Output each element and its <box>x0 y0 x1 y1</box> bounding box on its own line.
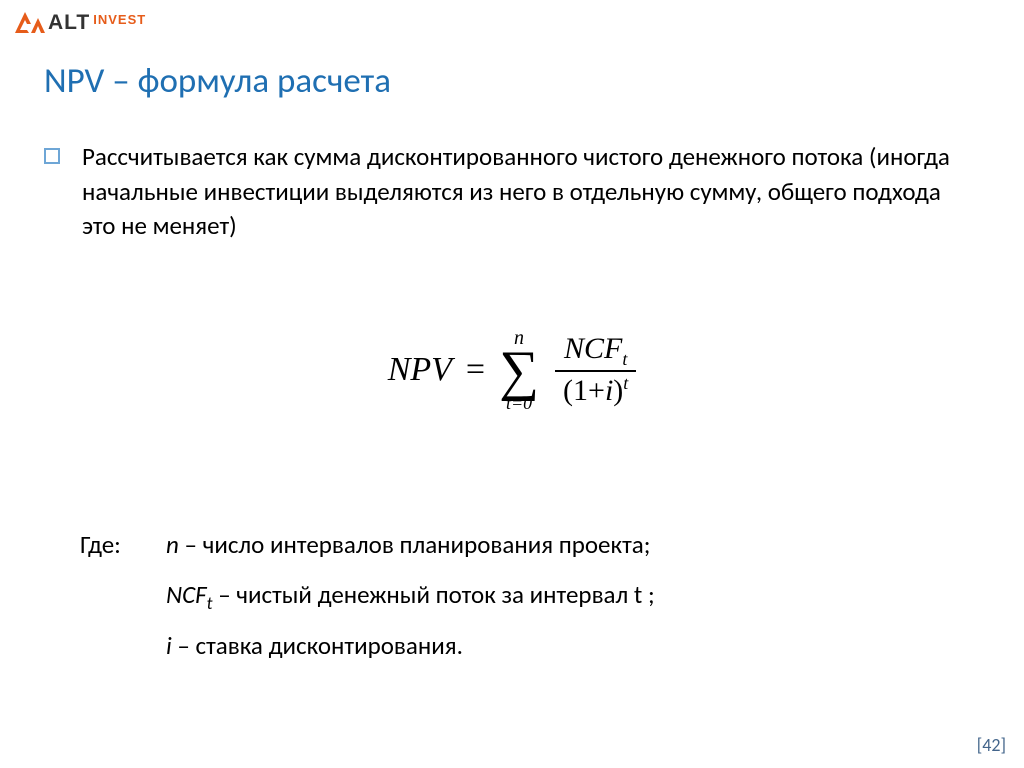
formula-den-open: (1+ <box>563 374 605 407</box>
formula-den-exp: t <box>623 373 628 393</box>
legend-row-0: Где:n – число интервалов планирования пр… <box>80 520 964 570</box>
bullet-marker-icon <box>44 148 60 164</box>
formula-legend: Где:n – число интервалов планирования пр… <box>80 520 964 671</box>
slide-title: NPV – формула расчета <box>44 60 391 102</box>
formula-den-close: ) <box>613 374 623 407</box>
formula-sum-lower: t=0 <box>506 394 532 412</box>
legend-row-2: i – ставка дисконтирования. <box>80 621 964 671</box>
formula-denominator: (1+i)t <box>555 372 636 408</box>
brand-logo-sub: INVEST <box>93 12 146 27</box>
brand-logo-main: ALT <box>48 11 90 34</box>
sigma-icon: ∑ <box>499 346 539 396</box>
legend-text-0: – число интервалов планирования проекта; <box>179 529 651 560</box>
legend-var-1: NCF <box>166 579 207 610</box>
legend-row-1: NCFt – чистый денежный поток за интервал… <box>80 570 964 621</box>
legend-var-0: n <box>166 529 179 560</box>
legend-text-1: – чистый денежный поток за интервал t ; <box>213 579 655 610</box>
formula-num-base: NCF <box>564 332 622 365</box>
formula-equals: = <box>466 351 485 389</box>
legend-text-2: – ставка дисконтирования. <box>172 630 463 661</box>
bullet-text: Рассчитывается как сумма дисконтированно… <box>82 140 964 244</box>
bullet-item: Рассчитывается как сумма дисконтированно… <box>44 140 964 244</box>
formula-fraction: NCFt (1+i)t <box>555 332 636 408</box>
formula-sum: n ∑ t=0 <box>499 328 539 412</box>
npv-formula: NPV = n ∑ t=0 NCFt (1+i)t <box>388 328 637 412</box>
brand-logo-text: ALTINVEST <box>48 12 146 33</box>
formula-num-sub: t <box>622 349 627 369</box>
brand-logo: ALTINVEST <box>12 8 146 36</box>
formula-lhs: NPV <box>388 351 452 389</box>
formula-block: NPV = n ∑ t=0 NCFt (1+i)t <box>0 328 1024 412</box>
brand-logo-mark-icon <box>12 8 46 36</box>
legend-lead: Где: <box>80 520 166 570</box>
page-number: [42] <box>977 734 1006 756</box>
formula-numerator: NCFt <box>556 332 635 370</box>
